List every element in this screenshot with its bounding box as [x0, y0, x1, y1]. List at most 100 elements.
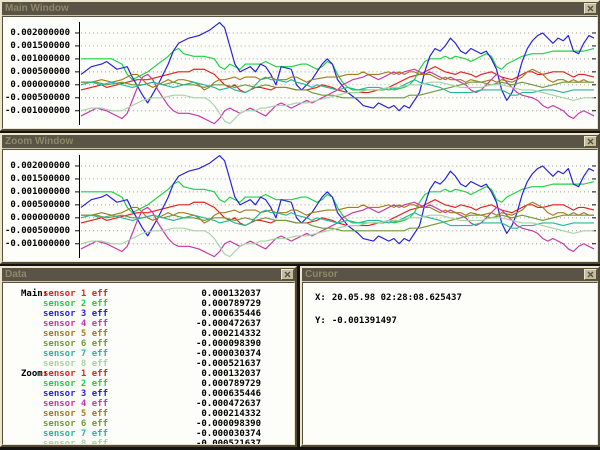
sensor-name: sensor 7 eff	[43, 349, 109, 359]
close-icon	[587, 271, 594, 278]
y-tick-label: -0.000500000	[4, 225, 70, 236]
sensor-name: sensor 2 eff	[43, 299, 109, 309]
series-sensor-2-eff	[80, 47, 595, 91]
main-chart-svg[interactable]	[75, 20, 596, 125]
sensor-value: 0.000789729	[201, 379, 261, 389]
sensor-row: sensor 6 eff -0.000098390	[3, 419, 294, 429]
sensor-row: sensor 6 eff -0.000098390	[3, 339, 294, 349]
sensor-value: -0.000030374	[195, 429, 261, 439]
sensor-data-table: Main: sensor 1 eff 0.000132037 sensor 2 eff…	[2, 282, 295, 445]
cursor-window-titlebar[interactable]: Cursor	[302, 268, 598, 281]
series-sensor-2-eff	[80, 180, 595, 224]
data-window-titlebar[interactable]: Data	[2, 268, 295, 281]
sensor-row: sensor 7 eff -0.000030374	[3, 429, 294, 439]
y-tick-label: -0.001000000	[4, 105, 70, 116]
zoom-y-axis-labels: 0.002000000 0.001500000 0.001000000 0.00050…	[3, 153, 73, 258]
y-tick-label: 0.000000000	[10, 79, 70, 90]
sensor-value: 0.000635446	[201, 389, 261, 399]
sensor-name: sensor 7 eff	[43, 429, 109, 439]
cursor-readout: X: 20.05.98 02:28:08.625437 Y: -0.00139149…	[302, 282, 598, 445]
cursor-y-value: -0.001391497	[331, 316, 397, 326]
data-window-close-button[interactable]	[281, 269, 294, 280]
sensor-name: sensor 4 eff	[43, 399, 109, 409]
sensor-value: -0.000472637	[195, 399, 261, 409]
sensor-row: sensor 3 eff 0.000635446	[3, 389, 294, 399]
sensor-row: sensor 4 eff -0.000472637	[3, 319, 294, 329]
sensor-name: sensor 8 eff	[43, 439, 109, 445]
sensor-row: Zoom: sensor 1 eff 0.000132037	[3, 369, 294, 379]
y-tick-label: 0.000000000	[10, 212, 70, 223]
sensor-row: sensor 2 eff 0.000789729	[3, 379, 294, 389]
sensor-value: -0.000098390	[195, 339, 261, 349]
y-tick-label: -0.001000000	[4, 238, 70, 249]
zoom-window-titlebar[interactable]: Zoom Window	[2, 135, 598, 148]
sensor-name: sensor 1 eff	[43, 289, 109, 299]
main-window-titlebar[interactable]: Main Window	[2, 2, 598, 15]
section-label: Main:	[21, 289, 49, 299]
main-window-title: Main Window	[5, 3, 69, 14]
sensor-row: sensor 7 eff -0.000030374	[3, 349, 294, 359]
sensor-name: sensor 8 eff	[43, 359, 109, 369]
sensor-name: sensor 4 eff	[43, 319, 109, 329]
zoom-window-close-button[interactable]	[584, 136, 597, 147]
sensor-value: -0.000521637	[195, 439, 261, 445]
cursor-window-close-button[interactable]	[584, 269, 597, 280]
main-chart-area: 0.002000000 0.001500000 0.001000000 0.00050…	[2, 16, 598, 129]
series-sensor-7-eff	[80, 76, 595, 96]
series-sensor-4-eff	[80, 201, 595, 258]
y-tick-label: 0.002000000	[10, 160, 70, 171]
main-y-axis-labels: 0.002000000 0.001500000 0.001000000 0.00050…	[3, 20, 73, 125]
y-tick-label: 0.002000000	[10, 27, 70, 38]
sensor-row: sensor 4 eff -0.000472637	[3, 399, 294, 409]
sensor-name: sensor 6 eff	[43, 419, 109, 429]
sensor-row: sensor 5 eff 0.000214332	[3, 409, 294, 419]
series-sensor-6-eff	[80, 214, 595, 232]
close-icon	[587, 138, 594, 145]
zoom-window-title: Zoom Window	[5, 136, 74, 147]
sensor-value: 0.000132037	[201, 369, 261, 379]
sensor-row: sensor 8 eff -0.000521637	[3, 359, 294, 369]
sensor-name: sensor 3 eff	[43, 389, 109, 399]
y-tick-label: 0.001500000	[10, 40, 70, 51]
y-tick-label: -0.000500000	[4, 92, 70, 103]
series-sensor-8-eff	[80, 214, 595, 258]
sensor-value: 0.000214332	[201, 329, 261, 339]
cursor-y-line: Y: -0.001391497	[315, 316, 597, 327]
cursor-y-label: Y:	[315, 316, 326, 326]
sensor-value: -0.000098390	[195, 419, 261, 429]
cursor-x-line: X: 20.05.98 02:28:08.625437	[315, 293, 597, 304]
series-sensor-3-eff	[80, 155, 595, 245]
series-sensor-4-eff	[80, 68, 595, 125]
sensor-name: sensor 6 eff	[43, 339, 109, 349]
close-icon	[587, 5, 594, 12]
sensor-value: 0.000132037	[201, 289, 261, 299]
cursor-window: Cursor X: 20.05.98 02:28:08.625437 Y: -0.0…	[300, 266, 600, 447]
sensor-row: sensor 2 eff 0.000789729	[3, 299, 294, 309]
zoom-chart-svg[interactable]	[75, 153, 596, 258]
series-sensor-6-eff	[80, 81, 595, 99]
main-window-close-button[interactable]	[584, 3, 597, 14]
sensor-value: -0.000521637	[195, 359, 261, 369]
sensor-row: sensor 5 eff 0.000214332	[3, 329, 294, 339]
sensor-name: sensor 3 eff	[43, 309, 109, 319]
close-icon	[284, 271, 291, 278]
sensor-value: -0.000030374	[195, 349, 261, 359]
sensor-name: sensor 5 eff	[43, 329, 109, 339]
sensor-value: 0.000214332	[201, 409, 261, 419]
zoom-chart-area: 0.002000000 0.001500000 0.001000000 0.00050…	[2, 149, 598, 262]
cursor-x-value: 20.05.98 02:28:08.625437	[331, 293, 462, 303]
main-window: Main Window 0.002000000 0.001500000 0.0010…	[0, 0, 600, 131]
y-tick-label: 0.000500000	[10, 66, 70, 77]
sensor-row: sensor 8 eff -0.000521637	[3, 439, 294, 445]
sensor-row: sensor 3 eff 0.000635446	[3, 309, 294, 319]
sensor-value: 0.000789729	[201, 299, 261, 309]
sensor-name: sensor 2 eff	[43, 379, 109, 389]
series-sensor-3-eff	[80, 22, 595, 112]
data-window-title: Data	[5, 269, 27, 280]
section-label: Zoom:	[21, 369, 49, 379]
cursor-window-title: Cursor	[305, 269, 338, 280]
sensor-name: sensor 1 eff	[43, 369, 109, 379]
cursor-x-label: X:	[315, 293, 326, 303]
series-sensor-8-eff	[80, 81, 595, 125]
